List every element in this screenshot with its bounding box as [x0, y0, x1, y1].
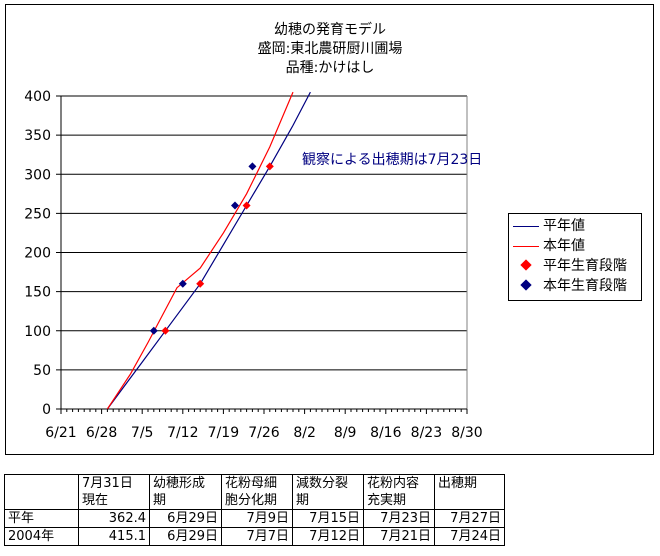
y-tick-label: 150	[24, 285, 51, 301]
legend-item-heinen-stage: 平年生育段階	[509, 257, 641, 275]
series-line-1	[106, 91, 294, 410]
table-cell: 7月27日	[434, 509, 505, 528]
table-cell: 7月9日	[221, 509, 293, 528]
y-tick-label: 350	[24, 128, 51, 144]
legend-label: 本年値	[543, 238, 585, 254]
table-header-cell: 7月31日 現在	[78, 474, 150, 510]
y-tick-label: 0	[42, 402, 51, 418]
table-header-cell: 減数分裂 期	[292, 474, 364, 510]
table-cell: 362.4	[78, 509, 150, 528]
table-cell: 7月7日	[221, 527, 293, 546]
x-tick-label: 7/19	[208, 425, 239, 441]
legend-swatch-honnen	[513, 246, 539, 247]
x-tick-label: 6/21	[45, 425, 76, 441]
y-tick-label: 100	[24, 324, 51, 340]
series-marker-2	[196, 279, 205, 288]
series-marker-3	[231, 201, 239, 210]
x-tick-label: 6/28	[86, 425, 117, 441]
legend-marker-honnen-stage	[520, 279, 532, 291]
legend-item-honnen-stage: 本年生育段階	[509, 277, 641, 295]
chart-legend: 平年値 本年値 平年生育段階 本年生育段階	[508, 213, 642, 301]
y-tick-label: 300	[24, 167, 51, 183]
y-tick-label: 50	[33, 363, 51, 379]
table-header-cell: 出穂期	[434, 474, 505, 510]
x-tick-label: 8/23	[411, 425, 442, 441]
table-header-cell: 幼穂形成 期	[149, 474, 222, 510]
x-tick-label: 8/2	[293, 425, 316, 441]
table-cell: 7月21日	[363, 527, 435, 546]
table-cell: 平年	[4, 509, 79, 528]
table-cell: 7月24日	[434, 527, 505, 546]
y-tick-label: 200	[24, 246, 51, 262]
chart-title-line-1: 幼穂の発育モデル	[274, 22, 386, 38]
series-marker-2	[265, 162, 274, 171]
series-marker-2	[161, 326, 170, 335]
series-line-0	[106, 91, 311, 410]
table-row: 2004年 415.1 6月29日 7月7日 7月12日 7月21日 7月24日	[4, 527, 505, 546]
growth-stage-table: 7月31日 現在 幼穂形成 期 花粉母細 胞分化期 減数分裂 期 花粉内容 充実…	[4, 474, 505, 546]
legend-label: 平年値	[543, 218, 585, 234]
chart-title-line-2: 盛岡:東北農研厨川圃場	[257, 41, 403, 57]
x-tick-label: 8/16	[370, 425, 402, 441]
legend-label: 平年生育段階	[543, 258, 627, 274]
legend-item-honnen-line: 本年値	[509, 237, 641, 255]
series-marker-3	[149, 326, 158, 335]
table-header-row: 7月31日 現在 幼穂形成 期 花粉母細 胞分化期 減数分裂 期 花粉内容 充実…	[4, 474, 505, 510]
chart-title-line-3: 品種:かけはし	[285, 60, 375, 76]
table-cell: 7月12日	[292, 527, 364, 546]
series-marker-2	[242, 201, 251, 210]
x-tick-label: 7/12	[167, 425, 198, 441]
table-cell: 415.1	[78, 527, 150, 546]
legend-item-heinen-line: 平年値	[509, 217, 641, 235]
heading-date-annotation: 観察による出穂期は7月23日	[302, 151, 482, 168]
x-tick-label: 7/5	[131, 425, 154, 441]
table-cell: 2004年	[4, 527, 79, 546]
legend-label: 本年生育段階	[543, 278, 627, 294]
series-marker-3	[178, 279, 187, 288]
table-row: 平年 362.4 6月29日 7月9日 7月15日 7月23日 7月27日	[4, 509, 505, 528]
table-header-cell	[4, 474, 79, 510]
legend-swatch-heinen	[513, 226, 539, 227]
x-tick-label: 7/26	[248, 425, 280, 441]
table-cell: 7月23日	[363, 509, 435, 528]
table-cell: 7月15日	[292, 509, 364, 528]
table-cell: 6月29日	[149, 509, 222, 528]
y-tick-label: 400	[24, 89, 51, 105]
table-cell: 6月29日	[149, 527, 222, 546]
legend-marker-heinen-stage	[520, 259, 532, 271]
table-header-cell: 花粉内容 充実期	[363, 474, 435, 510]
y-tick-label: 250	[24, 206, 51, 222]
line-chart: 0 50 100 150 200 250 300 350 400 6/21 6/28 7/5 7/12 7…	[24, 89, 482, 441]
table-header-cell: 花粉母細 胞分化期	[221, 474, 293, 510]
x-tick-label: 8/30	[451, 425, 482, 441]
series-marker-3	[248, 162, 257, 171]
x-tick-label: 8/9	[334, 425, 357, 441]
